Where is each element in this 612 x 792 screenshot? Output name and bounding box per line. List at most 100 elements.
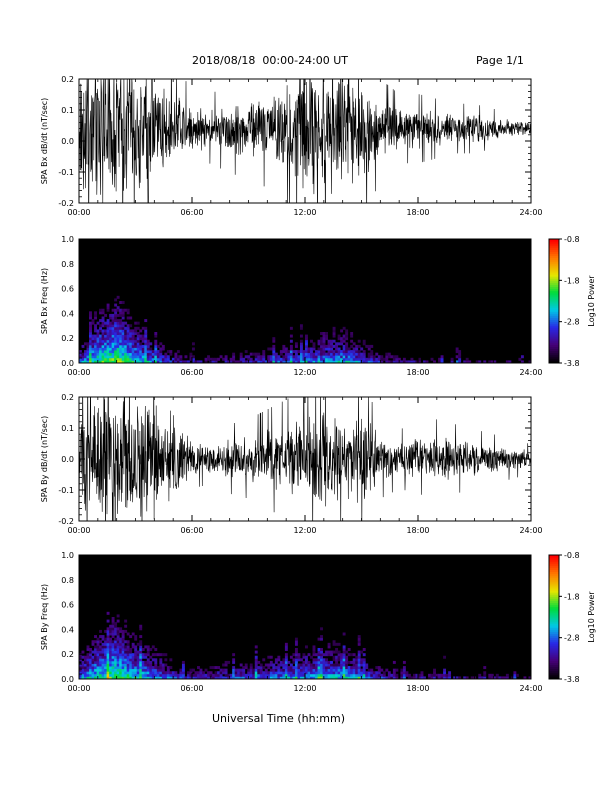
spectrogram-cell [347, 352, 351, 356]
spectrogram-cell [166, 350, 170, 354]
spectrogram-cell [86, 671, 90, 675]
spectrogram-cell [89, 313, 92, 317]
spectrogram-cell [106, 648, 110, 651]
spectrogram-cell [86, 660, 90, 664]
spectrogram-cell [252, 673, 256, 677]
spectrogram-cell [332, 352, 336, 356]
spectrogram-cell [289, 339, 293, 343]
spectrogram-cell [310, 350, 313, 354]
spectrogram-cell [357, 671, 361, 675]
spectrogram-cell [458, 357, 462, 361]
spectrogram-cell [126, 350, 130, 354]
colorbar-segment [549, 658, 559, 661]
spectrogram-cell [370, 350, 374, 354]
spectrogram-cell [91, 355, 95, 359]
spectrogram-cell [144, 347, 148, 351]
y-axis-label: SPA By dB/dt (nT/sec) [40, 416, 49, 503]
colorbar-segment [549, 664, 559, 668]
spectrogram-cell [111, 642, 115, 646]
spectrogram-cell [294, 663, 298, 667]
spectrogram-cell [141, 339, 145, 343]
spectrogram-cell [302, 660, 306, 664]
spectrogram-cell [81, 660, 85, 664]
spectrogram-cell [360, 660, 364, 664]
spectrogram-cell [322, 653, 326, 657]
spectrogram-cell [317, 648, 321, 651]
spectrogram-cell [151, 658, 155, 662]
spectrogram-cell [109, 332, 113, 335]
colorbar-segment [549, 267, 559, 271]
spectrogram-cell [106, 326, 110, 330]
spectrogram-cell [299, 334, 303, 338]
spectrogram-cell [126, 311, 130, 315]
spectrogram-cell [279, 663, 283, 667]
spectrogram-cell [294, 673, 298, 677]
spectrogram-cell [269, 360, 273, 364]
spectrogram-cell [325, 344, 328, 348]
spectrogram-cell [119, 668, 123, 672]
spectrogram-cell [94, 668, 97, 672]
spectrogram-cell [146, 357, 150, 361]
spectrogram-cell [207, 355, 210, 359]
spectrogram-cell [214, 360, 218, 364]
spectrogram-cell [274, 355, 278, 359]
spectrogram-cell [222, 671, 226, 675]
colorbar-segment [549, 588, 559, 591]
spectrogram-cell [89, 350, 92, 354]
y-tick-label: 0.2 [61, 334, 74, 343]
spectrogram-cell [455, 360, 459, 364]
spectrogram-cell [428, 673, 431, 677]
spectrogram-cell [357, 637, 361, 641]
spectrogram-cell [126, 648, 130, 651]
y-tick-label: 0.4 [61, 309, 74, 318]
spectrogram-cell [109, 627, 113, 631]
spectrogram-cell [347, 666, 351, 670]
spectrogram-cell [136, 658, 140, 662]
spectrogram-cell [282, 663, 286, 667]
spectrogram-cell [342, 668, 346, 672]
spectrogram-cell [161, 676, 165, 680]
spectrogram-cell [96, 648, 100, 651]
spectrogram-cell [114, 350, 118, 354]
spectrogram-cell [340, 660, 344, 664]
spectrogram-cell [124, 355, 128, 359]
spectrogram-cell [357, 673, 361, 677]
spectrogram-cell [119, 627, 123, 631]
spectrogram-cell [357, 658, 361, 662]
spectrogram-cell [99, 339, 102, 343]
spectrogram-cell [357, 352, 361, 356]
spectrogram-cell [109, 653, 113, 657]
spectrogram-cell [385, 357, 389, 361]
spectrogram-cell [350, 357, 354, 361]
spectrogram-cell [402, 676, 406, 680]
spectrogram-cell [272, 676, 276, 680]
spectrogram-cell [322, 337, 326, 341]
spectrogram-cell [181, 666, 185, 670]
spectrogram-cell [350, 360, 354, 364]
spectrogram-cell [357, 640, 361, 644]
spectrogram-cell [176, 355, 180, 359]
spectrogram-cell [99, 355, 102, 359]
spectrogram-cell [320, 635, 323, 639]
x-tick-label: 24:00 [519, 208, 542, 217]
spectrogram-cell [465, 360, 469, 364]
colorbar-segment [549, 346, 559, 350]
spectrogram-cell [94, 663, 97, 667]
spectrogram-cell [337, 642, 341, 646]
spectrogram-cell [337, 355, 341, 359]
spectrogram-cell [299, 357, 303, 361]
spectrogram-cell [119, 311, 123, 315]
y-tick-label: 0.1 [61, 106, 74, 115]
spectrogram-cell [483, 673, 487, 677]
spectrogram-cell [382, 676, 386, 680]
spectrogram-cell [352, 668, 356, 672]
spectrogram-cell [345, 676, 349, 680]
spectrogram-cell [217, 671, 221, 675]
colorbar-segment [549, 670, 559, 674]
spectrogram-cell [146, 671, 150, 675]
spectrogram-cell [284, 663, 288, 667]
spectrogram-cell [129, 671, 133, 675]
colorbar-segment [549, 672, 559, 676]
spectrogram-cell [139, 655, 143, 659]
